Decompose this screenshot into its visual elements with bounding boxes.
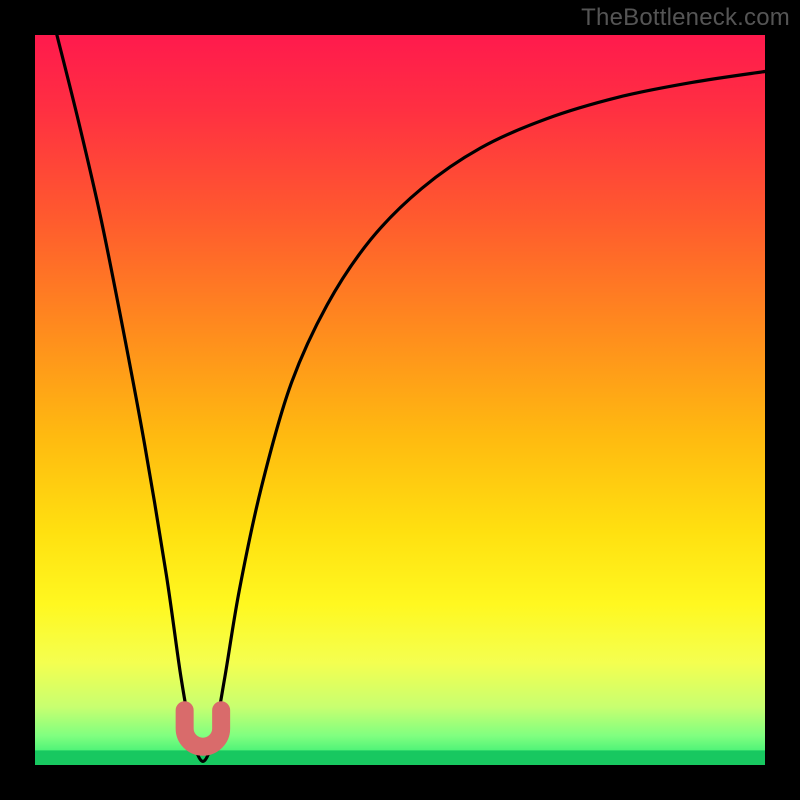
chart-container: TheBottleneck.com (0, 0, 800, 800)
bottleneck-chart (0, 0, 800, 800)
watermark-text: TheBottleneck.com (581, 4, 790, 32)
baseline-strip (35, 750, 765, 765)
plot-area (35, 35, 765, 765)
